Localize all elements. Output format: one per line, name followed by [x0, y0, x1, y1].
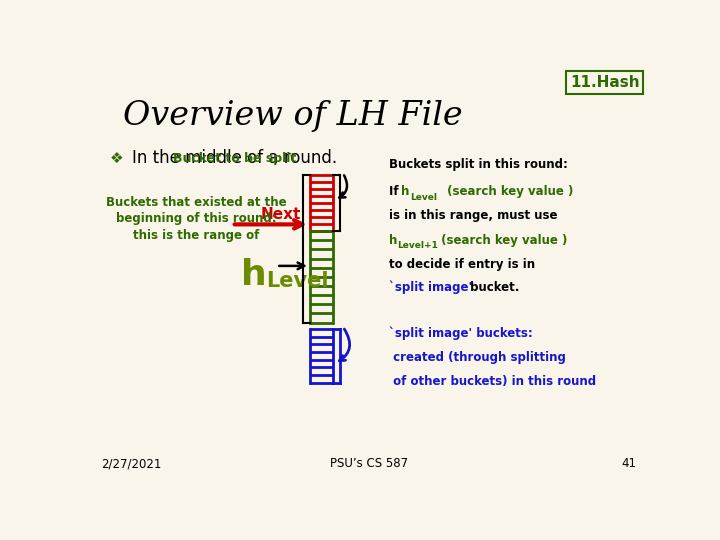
Text: Level: Level [410, 193, 437, 202]
Text: (search key value ): (search key value ) [436, 234, 567, 247]
Text: Bucket to be split: Bucket to be split [173, 152, 296, 165]
Text: Level: Level [266, 271, 328, 291]
Text: created (through splitting: created (through splitting [389, 351, 565, 364]
Text: In the middle of a round.: In the middle of a round. [132, 150, 337, 167]
Text: Overview of LH File: Overview of LH File [124, 100, 463, 132]
Text: h: h [240, 258, 266, 292]
Text: bucket.: bucket. [466, 281, 519, 294]
Text: Buckets that existed at the: Buckets that existed at the [106, 196, 287, 209]
Text: `split image' buckets:: `split image' buckets: [389, 327, 532, 340]
Text: Buckets split in this round:: Buckets split in this round: [389, 158, 567, 171]
Text: Next: Next [261, 207, 302, 222]
Text: beginning of this round:: beginning of this round: [116, 212, 276, 225]
Text: If: If [389, 185, 402, 198]
Text: ❖: ❖ [109, 151, 123, 166]
Text: 2/27/2021: 2/27/2021 [101, 457, 161, 470]
Text: Level+1: Level+1 [397, 241, 438, 250]
Text: to decide if entry is in: to decide if entry is in [389, 258, 535, 271]
Text: of other buckets) in this round: of other buckets) in this round [389, 375, 595, 388]
Text: (search key value ): (search key value ) [443, 185, 573, 198]
Text: PSU’s CS 587: PSU’s CS 587 [330, 457, 408, 470]
Text: `split image': `split image' [389, 281, 472, 294]
Text: 11.Hash: 11.Hash [570, 75, 639, 90]
Text: 41: 41 [622, 457, 637, 470]
Text: this is the range of: this is the range of [132, 229, 259, 242]
Text: h: h [401, 185, 409, 198]
Text: is in this range, must use: is in this range, must use [389, 210, 557, 222]
Text: h: h [389, 234, 397, 247]
